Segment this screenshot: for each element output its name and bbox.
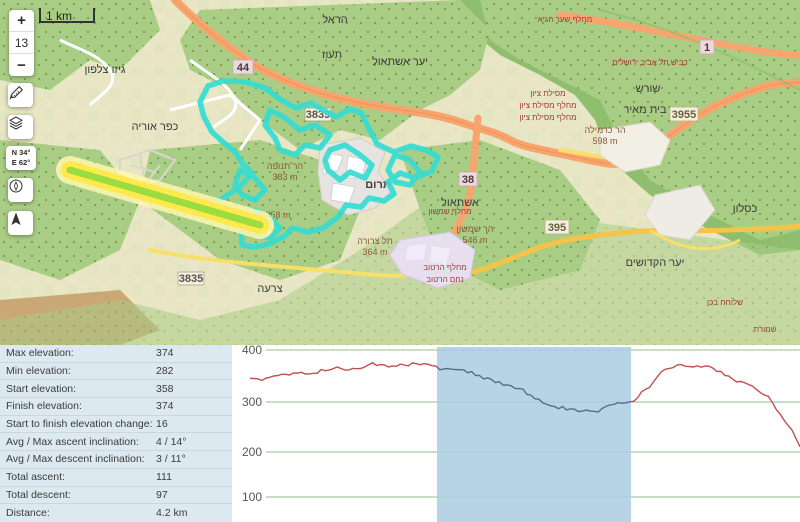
svg-text:300: 300 (242, 395, 262, 409)
svg-text:כסלון: כסלון (733, 202, 758, 215)
svg-text:598 m: 598 m (592, 136, 617, 146)
svg-text:כפר אוריה: כפר אוריה (132, 121, 179, 133)
svg-text:מסילת ציון: מסילת ציון (530, 89, 565, 98)
svg-text:364 m: 364 m (362, 247, 387, 257)
svg-text:מחלף שער הגיא: מחלף שער הגיא (538, 15, 593, 24)
svg-text:מחלף מסילת ציון: מחלף מסילת ציון (519, 113, 576, 122)
svg-text:שמורת: שמורת (754, 325, 777, 334)
svg-text:3835: 3835 (179, 273, 203, 285)
svg-text:יער אשתאול: יער אשתאול (372, 55, 428, 68)
svg-text:גיזו צלפון: גיזו צלפון (84, 63, 125, 76)
svg-text:יער הקדושים: יער הקדושים (626, 257, 685, 269)
svg-text:38: 38 (462, 174, 474, 186)
svg-text:546 m: 546 m (462, 235, 487, 245)
svg-text:הר כרמילה: הר כרמילה (584, 125, 625, 135)
svg-text:נחם הרטוב: נחם הרטוב (426, 275, 463, 284)
svg-text:400: 400 (242, 345, 262, 357)
svg-text:1: 1 (704, 42, 710, 54)
svg-text:מחלף מסילת ציון: מחלף מסילת ציון (519, 101, 576, 110)
svg-text:200: 200 (242, 445, 262, 459)
svg-text:395: 395 (548, 222, 566, 234)
svg-text:383 m: 383 m (272, 172, 297, 182)
svg-text:שלוחח בכן: שלוחח בכן (707, 298, 743, 307)
svg-text:הר תנופה: הר תנופה (267, 161, 303, 171)
svg-text:בית מאיר: בית מאיר (623, 104, 666, 116)
svg-text:צרעה: צרעה (257, 283, 282, 295)
svg-text:44: 44 (237, 62, 250, 74)
svg-text:100: 100 (242, 490, 262, 504)
svg-text:הר שמשון: הר שמשון (457, 224, 494, 234)
svg-text:3955: 3955 (672, 109, 696, 121)
svg-text:מחלף שמשון: מחלף שמשון (428, 207, 471, 216)
svg-text:מחלף הרטוב: מחלף הרטוב (423, 263, 466, 272)
svg-text:שורש: שורש (636, 83, 661, 95)
svg-text:תל צרורה: תל צרורה (357, 236, 393, 246)
svg-text:תעוז: תעוז (322, 49, 342, 61)
svg-text:כביש תל אביב ירושלים: כביש תל אביב ירושלים (612, 58, 688, 67)
svg-text:הראל: הראל (322, 13, 347, 26)
